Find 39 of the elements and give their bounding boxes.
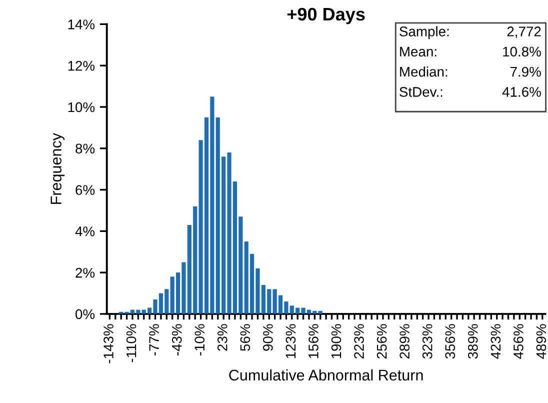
annotation: 2,772 <box>507 26 541 38</box>
x-tick-label: -143% <box>104 324 114 364</box>
x-tick-label: 256% <box>376 324 387 358</box>
x-tick-label: 323% <box>422 324 432 359</box>
annotation: 7.9% <box>510 66 541 77</box>
x-tick-label: 23% <box>217 324 228 351</box>
x-tick-label: 223% <box>354 324 364 358</box>
x-axis-title: Cumulative Abnormal Return <box>229 369 423 381</box>
x-tick-label: 123% <box>286 324 296 358</box>
x-tick-label: 90% <box>263 324 273 351</box>
x-tick-label: -10% <box>194 324 205 356</box>
y-tick-label: 8% <box>76 144 95 154</box>
x-tick-label: 356% <box>445 324 456 359</box>
annotation: 10.8% <box>503 46 541 57</box>
annotation: StDev.: <box>400 87 442 97</box>
annotation: Mean: <box>400 46 436 57</box>
annotation: 41.6% <box>502 87 541 97</box>
chart-title: +90 Days <box>287 8 365 24</box>
annotation: Sample: <box>400 26 449 40</box>
x-tick-label: -110% <box>126 324 136 362</box>
x-tick-label: -43% <box>172 324 182 356</box>
y-tick-label: 14% <box>68 20 95 30</box>
y-tick-label: 6% <box>76 185 95 195</box>
y-tick-label: 2% <box>76 268 95 278</box>
y-axis-title: Frequency <box>50 132 64 204</box>
x-tick-label: 489% <box>536 324 546 359</box>
y-tick-label: 0% <box>76 309 95 320</box>
x-tick-label: 389% <box>468 324 478 359</box>
x-tick-label: 156% <box>308 324 318 358</box>
x-tick-label: 423% <box>490 324 501 359</box>
x-tick-label: 289% <box>400 324 410 358</box>
x-tick-label: 56% <box>240 324 250 351</box>
y-tick-label: 12% <box>68 60 95 71</box>
x-tick-label: -77% <box>149 324 159 356</box>
x-tick-label: 190% <box>331 324 342 358</box>
y-tick-label: 10% <box>68 102 95 112</box>
x-tick-label: 456% <box>514 324 524 359</box>
annotation: Median: <box>400 66 448 77</box>
y-tick-label: 4% <box>75 226 95 236</box>
